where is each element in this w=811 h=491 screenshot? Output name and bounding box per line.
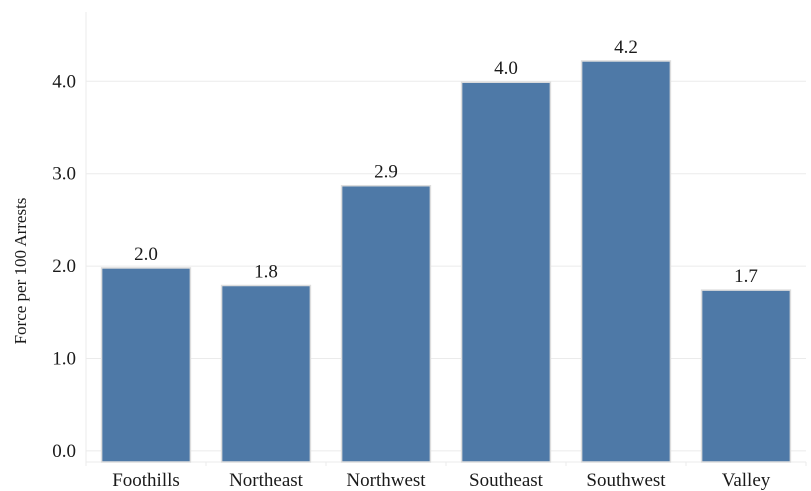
- data-label: 4.2: [614, 37, 638, 58]
- x-tick-labels: Foothills Northeast Northwest Southeast Sout…: [112, 470, 771, 491]
- y-tick-label: 4.0: [52, 71, 76, 92]
- y-tick-label: 0.0: [52, 441, 76, 462]
- bar-northwest: [340, 184, 432, 463]
- axes: [85, 12, 806, 463]
- y-tick-labels: 0.0 1.0 2.0 3.0 4.0: [52, 71, 76, 462]
- gridlines: [85, 80, 807, 466]
- y-tick-label: 1.0: [52, 349, 76, 370]
- data-label: 4.0: [494, 58, 518, 79]
- bars: [100, 60, 792, 463]
- y-tick-label: 2.0: [52, 256, 76, 277]
- x-tick-label: Northeast: [229, 470, 304, 491]
- x-tick-label: Northwest: [346, 470, 426, 491]
- data-label: 2.0: [134, 244, 158, 265]
- x-tick-label: Valley: [722, 470, 771, 491]
- x-tick-label: Southeast: [469, 470, 544, 491]
- data-labels: 2.0 1.8 2.9 4.0 4.2 1.7: [134, 37, 758, 287]
- data-label: 1.8: [254, 262, 278, 283]
- y-axis-title: Force per 100 Arrests: [11, 198, 30, 345]
- bar-northeast: [220, 284, 312, 463]
- x-tick-label: Southwest: [586, 470, 666, 491]
- bar-southeast: [460, 81, 552, 463]
- bar-valley: [700, 289, 792, 463]
- data-label: 2.9: [374, 162, 398, 183]
- data-label: 1.7: [734, 266, 758, 287]
- bar-southwest: [580, 60, 672, 463]
- y-tick-label: 3.0: [52, 164, 76, 185]
- bar-foothills: [100, 267, 192, 463]
- x-tick-label: Foothills: [112, 470, 180, 491]
